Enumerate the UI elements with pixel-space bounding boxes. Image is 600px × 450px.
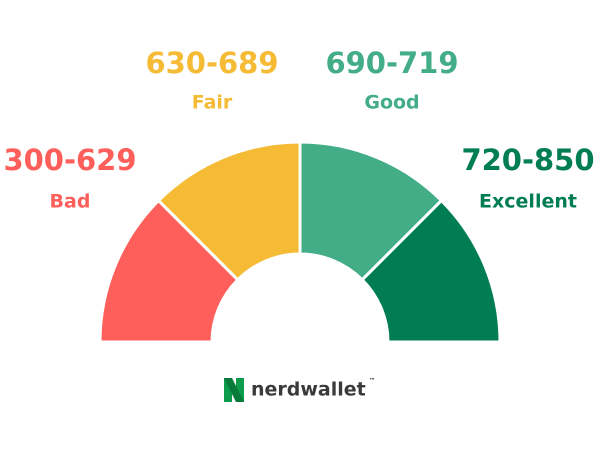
score-range: 720-850 [461, 143, 594, 177]
score-label: Bad [50, 191, 91, 213]
score-range: 690-719 [325, 46, 458, 80]
logo: nerdwallet ™ [224, 378, 375, 402]
score-range: 300-629 [3, 143, 136, 177]
score-label: Fair [192, 92, 233, 114]
score-range: 630-689 [145, 46, 278, 80]
gauge-segment [98, 198, 240, 344]
gauge-segment [360, 198, 502, 344]
gauge-segment [156, 140, 302, 282]
score-label: Good [364, 92, 419, 114]
logo-icon [224, 378, 244, 402]
score-label: Excellent [479, 191, 577, 213]
logo-trademark: ™ [369, 378, 375, 385]
gauge-segment [298, 140, 444, 282]
logo-text: nerdwallet [251, 379, 366, 401]
logo-diagonal [224, 378, 244, 402]
